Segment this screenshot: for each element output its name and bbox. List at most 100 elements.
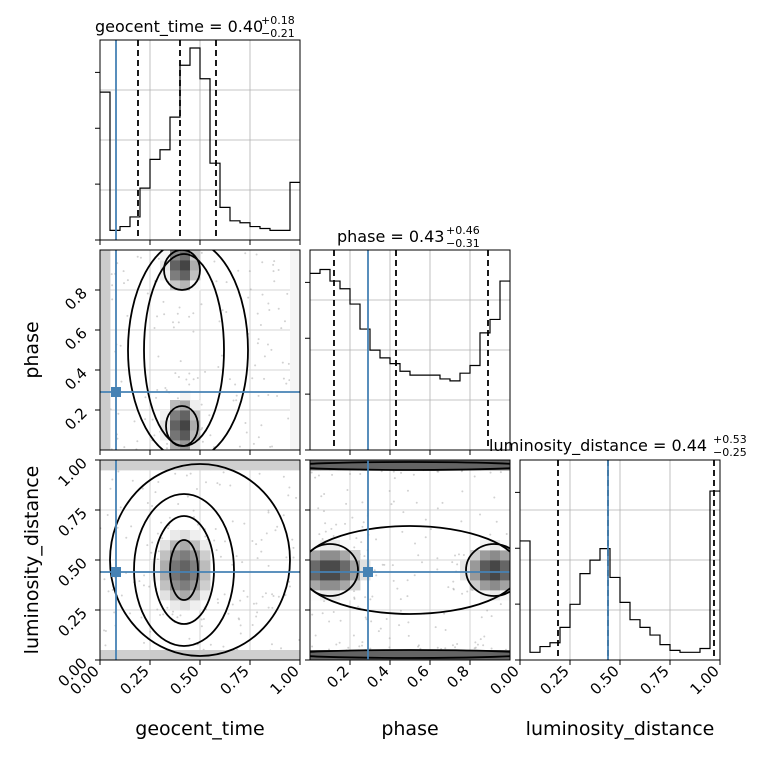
sample-point xyxy=(473,475,476,478)
sample-point xyxy=(277,268,280,271)
density-cell xyxy=(180,390,191,401)
sample-point xyxy=(277,307,280,310)
density-cell xyxy=(270,460,281,471)
sample-point xyxy=(462,554,465,557)
density-cell xyxy=(100,290,111,301)
sample-point xyxy=(285,382,288,385)
sample-point xyxy=(321,612,324,615)
density-cell xyxy=(460,650,471,660)
density-cell xyxy=(290,370,300,381)
sample-point xyxy=(314,634,317,637)
sample-point xyxy=(269,445,272,448)
density-cell xyxy=(170,430,181,441)
sample-point xyxy=(490,615,493,618)
sample-point xyxy=(192,330,195,333)
sample-point xyxy=(280,327,283,330)
sample-point xyxy=(280,647,283,650)
sample-point xyxy=(399,609,402,612)
sample-point xyxy=(277,595,280,598)
density-cell xyxy=(160,560,171,571)
sample-point xyxy=(111,588,114,591)
panel-frames xyxy=(95,39,721,665)
density-cell xyxy=(470,570,481,581)
sample-point xyxy=(451,561,454,564)
sample-point xyxy=(482,644,485,647)
density-cell xyxy=(100,430,111,441)
sample-point xyxy=(109,487,112,490)
sample-point xyxy=(282,475,285,478)
sample-point xyxy=(232,399,235,402)
density-cell xyxy=(290,390,300,401)
sample-point xyxy=(200,625,203,628)
sample-point xyxy=(417,644,420,647)
sample-point xyxy=(176,616,179,619)
x-tick-label-phase: 0.4 xyxy=(363,662,393,692)
contour-0 xyxy=(163,250,201,291)
density-cell xyxy=(190,430,201,441)
sample-point xyxy=(267,511,270,514)
density-cell xyxy=(280,460,291,471)
sample-point xyxy=(330,527,333,530)
sample-point xyxy=(406,595,409,598)
density-cell xyxy=(170,410,181,421)
density-cell xyxy=(170,600,181,611)
sample-point xyxy=(479,638,482,641)
sample-point xyxy=(122,270,125,273)
x-axis-label-luminosity-distance: luminosity_distance xyxy=(526,718,715,740)
sample-point xyxy=(249,288,252,291)
sample-point xyxy=(381,563,384,566)
sample-point xyxy=(231,603,234,606)
density-cell xyxy=(340,580,351,591)
density-cell xyxy=(100,360,111,371)
sample-point xyxy=(156,608,159,611)
density-cell xyxy=(190,440,201,450)
sample-point xyxy=(457,553,460,556)
sample-point xyxy=(251,377,254,380)
sample-point xyxy=(140,616,143,619)
sample-point xyxy=(144,418,147,421)
panel-frame-1-1 xyxy=(309,249,511,451)
density-cell xyxy=(170,590,181,601)
sample-point xyxy=(217,365,220,368)
sample-point xyxy=(456,643,459,646)
sample-point xyxy=(151,541,154,544)
sample-point xyxy=(200,303,203,306)
density-cell xyxy=(290,280,300,291)
density-cell xyxy=(320,650,331,660)
sample-point xyxy=(162,300,165,303)
density-cell xyxy=(330,650,341,660)
sample-point xyxy=(156,315,159,318)
density-cell xyxy=(150,560,161,571)
sample-point xyxy=(237,617,240,620)
sample-point xyxy=(286,292,289,295)
density-cell xyxy=(180,420,191,431)
sample-point xyxy=(285,556,288,559)
density-cell xyxy=(340,550,351,561)
density-cell xyxy=(180,250,191,261)
density-cell xyxy=(310,540,321,551)
sample-point xyxy=(179,360,182,363)
sample-point xyxy=(335,523,338,526)
sample-point xyxy=(263,355,266,358)
hist-step-geocent-time xyxy=(100,47,300,231)
sample-point xyxy=(335,643,338,646)
density-cell xyxy=(340,540,351,551)
sample-point xyxy=(146,502,149,505)
sample-point xyxy=(186,495,189,498)
sample-point xyxy=(244,421,247,424)
density-cell xyxy=(450,460,461,471)
sample-point xyxy=(111,298,114,301)
scatter-panel-phase-vs-geocent-time xyxy=(100,250,300,450)
density-cell xyxy=(350,560,361,571)
sample-point xyxy=(415,501,418,504)
density-cell xyxy=(340,560,351,571)
sample-point xyxy=(201,426,204,429)
density-cell xyxy=(180,260,191,271)
density-cell xyxy=(180,400,191,411)
sample-point xyxy=(339,619,342,622)
sample-point xyxy=(353,546,356,549)
density-cell xyxy=(470,460,481,471)
sample-point xyxy=(273,280,276,283)
sample-point xyxy=(225,281,228,284)
density-cell xyxy=(190,550,201,561)
